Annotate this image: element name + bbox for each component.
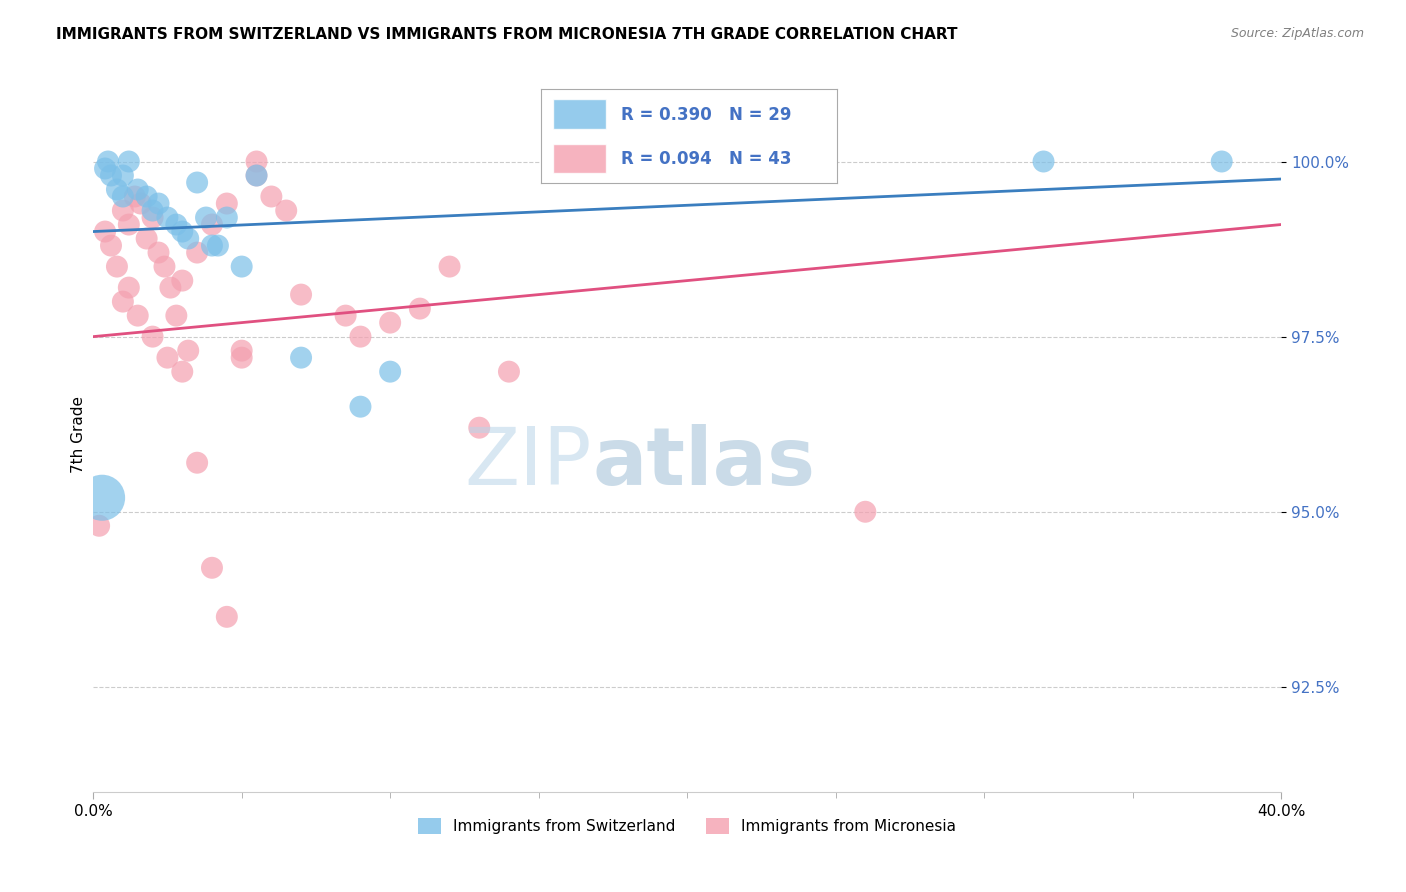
- Point: [165, 218, 187, 232]
- Point: [148, 196, 170, 211]
- Point: [94, 225, 117, 239]
- Point: [245, 154, 267, 169]
- Text: ZIP: ZIP: [465, 425, 592, 502]
- Point: [148, 245, 170, 260]
- Point: [177, 343, 200, 358]
- Point: [215, 196, 238, 211]
- Point: [349, 400, 371, 414]
- Point: [135, 231, 157, 245]
- Point: [290, 287, 312, 301]
- Point: [207, 238, 229, 252]
- Point: [100, 238, 122, 252]
- Point: [276, 203, 298, 218]
- Point: [245, 169, 267, 183]
- Legend: Immigrants from Switzerland, Immigrants from Micronesia: Immigrants from Switzerland, Immigrants …: [418, 818, 956, 834]
- Point: [111, 294, 134, 309]
- Point: [378, 365, 401, 379]
- Point: [111, 189, 134, 203]
- Point: [127, 182, 149, 196]
- Point: [129, 196, 152, 211]
- Point: [290, 351, 312, 365]
- Text: R = 0.094   N = 43: R = 0.094 N = 43: [621, 151, 792, 169]
- Point: [142, 203, 165, 218]
- Point: [118, 280, 141, 294]
- Point: [1211, 154, 1233, 169]
- Point: [159, 280, 181, 294]
- Point: [1032, 154, 1054, 169]
- Point: [498, 365, 520, 379]
- Point: [142, 211, 165, 225]
- Point: [127, 309, 149, 323]
- Point: [156, 351, 179, 365]
- Point: [186, 456, 208, 470]
- Point: [260, 189, 283, 203]
- Point: [165, 309, 187, 323]
- Point: [118, 154, 141, 169]
- Point: [177, 231, 200, 245]
- Point: [105, 260, 128, 274]
- Y-axis label: 7th Grade: 7th Grade: [72, 396, 86, 473]
- Point: [91, 491, 114, 505]
- Point: [195, 211, 218, 225]
- Text: atlas: atlas: [592, 425, 815, 502]
- Point: [124, 189, 146, 203]
- Point: [111, 203, 134, 218]
- Point: [111, 169, 134, 183]
- Point: [378, 316, 401, 330]
- Point: [853, 505, 876, 519]
- Point: [105, 182, 128, 196]
- Point: [409, 301, 432, 316]
- Point: [100, 169, 122, 183]
- Bar: [553, 98, 606, 128]
- Point: [245, 169, 267, 183]
- Point: [215, 211, 238, 225]
- Point: [201, 218, 224, 232]
- Point: [135, 189, 157, 203]
- Point: [97, 154, 120, 169]
- Point: [94, 161, 117, 176]
- Point: [201, 238, 224, 252]
- Point: [439, 260, 461, 274]
- Point: [231, 351, 253, 365]
- Point: [89, 518, 111, 533]
- Point: [215, 610, 238, 624]
- Point: [172, 225, 194, 239]
- Point: [142, 329, 165, 343]
- Point: [156, 211, 179, 225]
- Point: [231, 343, 253, 358]
- Point: [172, 274, 194, 288]
- Point: [335, 309, 357, 323]
- Point: [186, 245, 208, 260]
- Point: [735, 154, 758, 169]
- Point: [201, 561, 224, 575]
- Point: [172, 365, 194, 379]
- Text: IMMIGRANTS FROM SWITZERLAND VS IMMIGRANTS FROM MICRONESIA 7TH GRADE CORRELATION : IMMIGRANTS FROM SWITZERLAND VS IMMIGRANT…: [56, 27, 957, 42]
- Bar: [553, 144, 606, 173]
- Point: [118, 218, 141, 232]
- Text: Source: ZipAtlas.com: Source: ZipAtlas.com: [1230, 27, 1364, 40]
- Point: [153, 260, 176, 274]
- Text: R = 0.390   N = 29: R = 0.390 N = 29: [621, 106, 792, 124]
- Point: [231, 260, 253, 274]
- Point: [186, 176, 208, 190]
- Point: [349, 329, 371, 343]
- Point: [468, 420, 491, 434]
